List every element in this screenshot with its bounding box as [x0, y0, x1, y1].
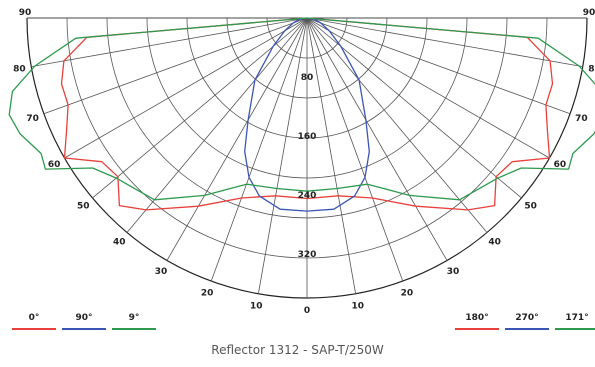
radial-tick-label: 320 — [298, 250, 317, 260]
angle-label: 0 — [304, 306, 310, 316]
series-curve — [8, 17, 595, 201]
legend-label: 270° — [515, 313, 538, 323]
legend-label: 180° — [465, 313, 488, 323]
angle-label: 30 — [155, 267, 168, 277]
grid-spoke — [64, 17, 308, 159]
grid-spoke — [306, 17, 550, 159]
grid-spoke — [166, 17, 308, 261]
radial-tick-label: 160 — [298, 132, 317, 142]
series-curve — [60, 17, 554, 211]
angle-label: 40 — [488, 238, 501, 248]
angle-label: 30 — [447, 267, 460, 277]
angle-label: 90 — [583, 8, 595, 18]
grid-spoke — [257, 17, 308, 294]
polar-chart: 90 80 70 60 50 40 30 20 10 0 10 20 30 40 50 60 70 80 90 80… — [8, 8, 595, 330]
angle-label: 50 — [77, 202, 90, 212]
angle-labels: 90 80 70 60 50 40 30 20 10 0 10 20 30 40 50 60 70 80 90 — [13, 8, 595, 316]
angle-label: 80 — [13, 65, 26, 75]
angle-label: 90 — [19, 8, 32, 18]
series-curve — [244, 17, 370, 212]
angle-label: 10 — [351, 302, 364, 312]
grid-spoke — [43, 17, 308, 115]
angle-label: 20 — [201, 288, 214, 298]
grid-spoke — [210, 17, 308, 282]
angle-label: 60 — [554, 160, 567, 170]
angle-label: 70 — [575, 114, 588, 124]
angle-label: 50 — [524, 202, 537, 212]
grid-spoke — [126, 17, 308, 233]
grid-spoke — [306, 17, 404, 282]
radial-tick-label: 240 — [298, 191, 317, 201]
grid-spoke — [306, 17, 448, 261]
grid-spoke — [306, 17, 522, 199]
curves — [8, 17, 595, 212]
grid-spoke — [306, 17, 571, 115]
angle-label: 20 — [401, 288, 414, 298]
grid-spoke — [306, 17, 488, 233]
grid-spokes — [27, 17, 587, 298]
radial-labels: 80 160 240 320 — [298, 73, 317, 260]
legend-label: 171° — [565, 313, 588, 323]
angle-label: 80 — [588, 65, 595, 75]
legend-label: 0° — [29, 313, 40, 323]
legend: 0° 90° 9° 180° 270° 171° — [12, 313, 595, 330]
grid-spoke — [306, 17, 583, 68]
chart-caption: Reflector 1312 - SAP-T/250W — [211, 343, 384, 357]
legend-label: 9° — [129, 313, 140, 323]
angle-label: 40 — [113, 238, 126, 248]
grid-spoke — [92, 17, 308, 199]
grid-spoke — [306, 17, 357, 294]
angle-label: 10 — [250, 302, 263, 312]
angle-label: 70 — [26, 114, 39, 124]
radial-tick-label: 80 — [301, 73, 314, 83]
angle-label: 60 — [48, 160, 61, 170]
legend-label: 90° — [75, 313, 92, 323]
grid-spoke — [31, 17, 308, 68]
